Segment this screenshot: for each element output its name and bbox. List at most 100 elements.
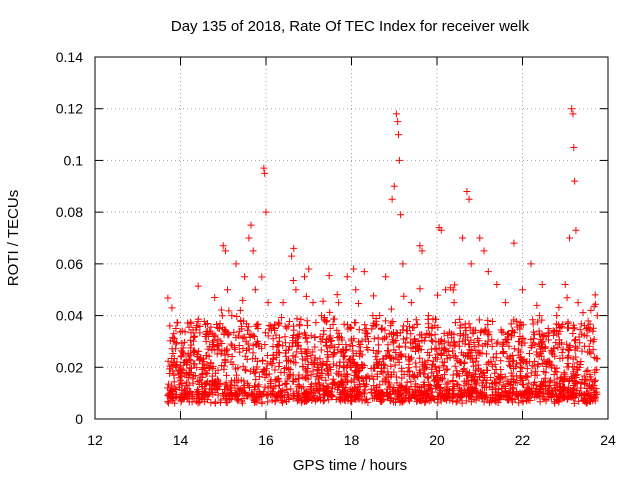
cloud-point [228, 390, 236, 398]
cloud-point [579, 309, 587, 317]
cloud-point [202, 328, 210, 336]
cloud-point [384, 389, 392, 397]
cloud-point [416, 285, 424, 293]
data-point [572, 226, 580, 234]
cloud-point [424, 356, 432, 364]
cloud-point [361, 397, 369, 405]
cloud-point [363, 395, 371, 403]
cloud-point [246, 367, 254, 375]
cloud-point [542, 397, 550, 405]
cloud-point [538, 331, 546, 339]
cloud-point [193, 394, 201, 402]
cloud-point [532, 381, 540, 389]
cloud-point [352, 390, 360, 398]
cloud-point [470, 343, 478, 351]
cloud-point [421, 382, 429, 390]
data-point [493, 281, 501, 289]
cloud-point [358, 360, 366, 368]
cloud-point [172, 362, 180, 370]
cloud-point [411, 386, 419, 394]
cloud-point [434, 323, 442, 331]
cloud-point [468, 346, 476, 354]
cloud-point [181, 328, 189, 336]
cloud-point [509, 327, 517, 335]
cloud-point [353, 374, 361, 382]
cloud-point [401, 339, 409, 347]
cloud-point [397, 350, 405, 358]
cloud-point [329, 352, 337, 360]
cloud-point [580, 331, 588, 339]
cloud-point [346, 363, 354, 371]
data-point [309, 299, 317, 307]
cloud-point [226, 395, 234, 403]
cloud-point [209, 390, 217, 398]
cloud-point [497, 365, 505, 373]
cloud-point [491, 369, 499, 377]
cloud-point [293, 348, 301, 356]
cloud-point [412, 316, 420, 324]
cloud-point [591, 376, 599, 384]
cloud-point [472, 357, 480, 365]
cloud-point [552, 320, 560, 328]
cloud-point [178, 372, 186, 380]
cloud-point [251, 396, 259, 404]
cloud-point [166, 337, 174, 345]
cloud-point [486, 399, 494, 407]
cloud-point [569, 330, 577, 338]
cloud-point [481, 374, 489, 382]
cloud-point [192, 323, 200, 331]
data-point [194, 350, 202, 358]
cloud-point [516, 333, 524, 341]
cloud-point [425, 380, 433, 388]
cloud-point [400, 397, 408, 405]
cloud-point [311, 397, 319, 405]
cloud-point [456, 386, 464, 394]
cloud-point [428, 345, 436, 353]
cloud-point [342, 394, 350, 402]
cloud-point [369, 292, 377, 300]
cloud-point [307, 382, 315, 390]
cloud-point [236, 390, 244, 398]
cloud-point [477, 367, 485, 375]
cloud-point [274, 321, 282, 329]
cloud-point [474, 341, 482, 349]
cloud-point [182, 382, 190, 390]
cloud-point [315, 393, 323, 401]
cloud-point [187, 387, 195, 395]
data-point [566, 234, 574, 242]
cloud-point [566, 343, 574, 351]
cloud-point [508, 333, 516, 341]
cloud-point [368, 325, 376, 333]
data-point [395, 156, 403, 164]
cloud-point [202, 369, 210, 377]
cloud-point [302, 390, 310, 398]
cloud-point [476, 349, 484, 357]
cloud-point [319, 397, 327, 405]
cloud-point [576, 326, 584, 334]
cloud-point [261, 383, 269, 391]
cloud-point [239, 345, 247, 353]
cloud-point [395, 384, 403, 392]
cloud-point [288, 342, 296, 350]
cloud-point [311, 389, 319, 397]
cloud-point [498, 374, 506, 382]
cloud-point [437, 397, 445, 405]
cloud-point [462, 397, 470, 405]
cloud-point [429, 357, 437, 365]
cloud-point [519, 321, 527, 329]
data-point [536, 312, 544, 320]
cloud-point [317, 346, 325, 354]
cloud-point [375, 388, 383, 396]
cloud-point [575, 363, 583, 371]
data-point [215, 325, 223, 332]
cloud-point [510, 329, 518, 337]
cloud-point [480, 368, 488, 376]
cloud-point [286, 366, 294, 374]
cloud-point [229, 360, 237, 368]
cloud-point [387, 362, 395, 370]
cloud-point [551, 379, 559, 387]
cloud-point [338, 379, 346, 387]
data-point [262, 208, 270, 216]
cloud-point [404, 368, 412, 376]
cloud-point [498, 328, 506, 336]
